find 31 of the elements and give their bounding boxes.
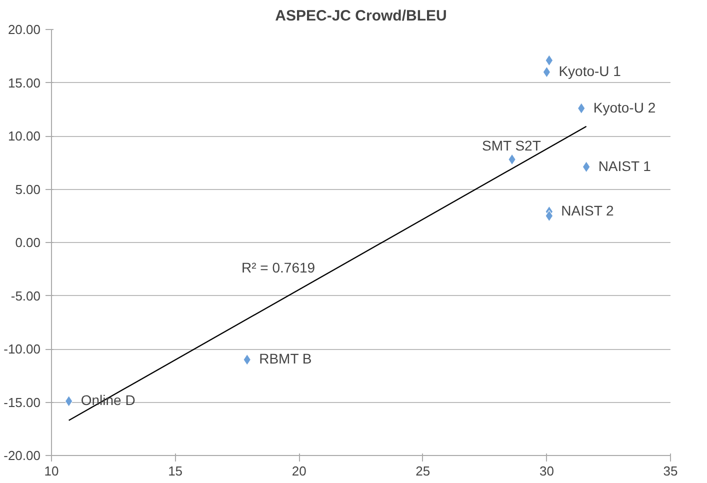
annotation: NAIST 1 — [598, 158, 652, 174]
y-tick-label: -20.00 — [4, 448, 41, 463]
point — [577, 102, 586, 114]
y-tick-label: -5.00 — [10, 288, 41, 304]
y-tick-label: -10.00 — [4, 342, 41, 356]
y-tick-label: 15.00 — [8, 75, 41, 90]
x-tick-label: 15 — [168, 464, 183, 478]
annotation: Kyoto-U 1 — [558, 63, 622, 80]
x-tick-label: 30 — [539, 464, 554, 478]
point — [582, 161, 590, 173]
annotation: R² = 0.7619 — [242, 260, 316, 276]
chart-title: ASPEC-JC Crowd/BLEU — [275, 8, 447, 24]
x-tick-label: 20 — [292, 464, 306, 478]
y-tick-label: 0.00 — [15, 235, 41, 250]
y-tick-label: 5.00 — [15, 182, 41, 197]
annotation: Kyoto-U 2 — [593, 99, 656, 116]
annotation: RBMT B — [259, 350, 312, 367]
annotation: NAIST 2 — [561, 202, 614, 219]
point — [243, 354, 252, 366]
point — [545, 210, 554, 222]
point — [64, 395, 73, 407]
point — [545, 54, 554, 66]
y-tick-label: 10.00 — [8, 128, 41, 144]
point — [542, 66, 551, 78]
annotation: SMT S2T — [482, 137, 542, 154]
y-tick-label: -15.00 — [4, 394, 41, 410]
x-tick-label: 25 — [416, 464, 430, 478]
point — [508, 154, 516, 166]
x-tick-label: 10 — [44, 464, 59, 478]
y-tick-label: 20.00 — [8, 22, 41, 37]
x-tick-label: 35 — [663, 464, 678, 478]
